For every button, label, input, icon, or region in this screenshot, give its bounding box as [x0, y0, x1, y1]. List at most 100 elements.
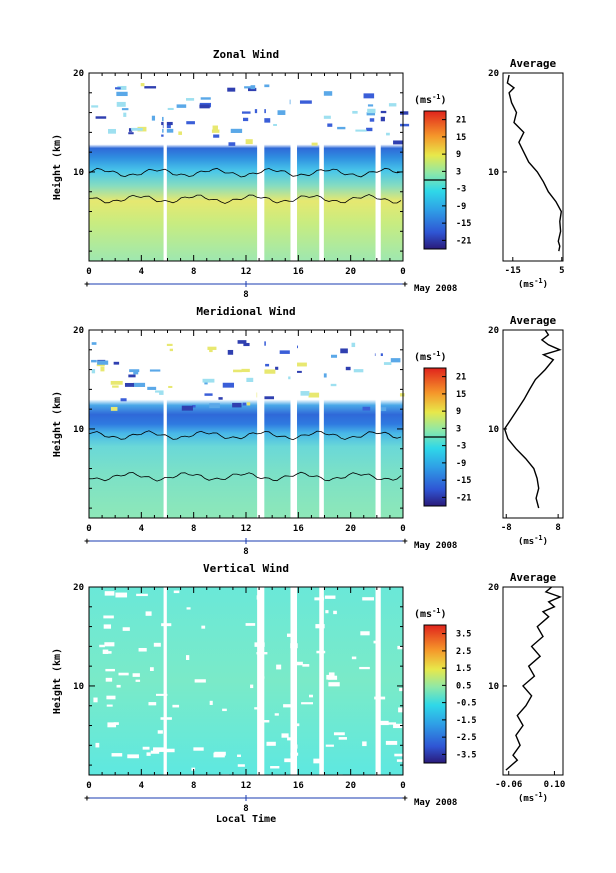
- heatmap-cell: [202, 378, 215, 383]
- x-tick-label: 0: [400, 267, 405, 277]
- heatmap-cell: [148, 702, 157, 706]
- x-tick-label: 0: [86, 267, 91, 277]
- heatmap-cell: [161, 121, 173, 126]
- profile-units: (ms-1): [518, 534, 548, 547]
- x-tick-label: 0: [86, 781, 91, 791]
- heatmap-cell: [227, 87, 236, 92]
- date-axis-marker-right: +: [402, 794, 408, 804]
- colorbar-tick-label: -0.5: [456, 699, 476, 709]
- colorbar-tick-label: -2.5: [456, 733, 476, 743]
- colorbar-tick-label: -21: [456, 236, 471, 246]
- heatmap-cell: [241, 111, 251, 114]
- heatmap-cell: [366, 112, 376, 116]
- heatmap-cell: [166, 748, 175, 753]
- units-open: (ms: [414, 95, 432, 106]
- y-tick-label: 20: [73, 583, 84, 593]
- heatmap-cell: [96, 363, 105, 367]
- profile-y-tick-label: 20: [488, 326, 499, 336]
- heatmap-cell: [131, 127, 143, 131]
- heatmap-cell: [322, 115, 331, 119]
- heatmap-cell: [338, 774, 343, 779]
- x-tick-label: 16: [293, 524, 304, 534]
- heatmap-cell: [264, 369, 276, 374]
- units-exp: -1: [534, 277, 542, 285]
- y-axis-label: Height (km): [51, 134, 63, 200]
- heatmap-cell: [274, 713, 279, 716]
- data-gap: [163, 330, 167, 518]
- profile-line: [505, 586, 563, 771]
- units-open: (ms: [414, 352, 432, 363]
- y-tick-label: 20: [73, 69, 84, 79]
- heatmap-cell: [135, 679, 141, 682]
- heatmap-cell: [207, 346, 217, 350]
- x-tick-label: 12: [241, 781, 252, 791]
- heatmap-cell: [355, 129, 367, 132]
- heatmap-cell: [254, 707, 260, 710]
- heatmap-cell: [149, 667, 154, 672]
- x-tick-label: 20: [345, 524, 356, 534]
- heatmap-cell: [276, 664, 282, 670]
- colorbar-tick-label: -1.5: [456, 716, 476, 726]
- date-label: May 2008: [414, 798, 457, 808]
- profile-y-tick-label: 10: [488, 682, 499, 692]
- heatmap-cell: [311, 142, 318, 146]
- colorbar-tick-label: -3.5: [456, 750, 476, 760]
- x-tick-label: 16: [293, 781, 304, 791]
- colorbar-tick-label: 3: [456, 424, 461, 434]
- profile-y-tick-label: 20: [488, 583, 499, 593]
- date-axis-marker-right: +: [402, 280, 408, 290]
- profile-frame: [502, 329, 564, 519]
- heatmap-cell: [116, 101, 126, 107]
- heatmap-cell: [325, 744, 334, 747]
- colorbar-tick-label: 15: [456, 133, 466, 143]
- date-label: May 2008: [414, 284, 457, 294]
- heatmap-cell: [264, 396, 275, 400]
- heatmap-cell: [117, 85, 127, 90]
- heatmap-field: [89, 330, 403, 518]
- heatmap-cell: [105, 668, 115, 672]
- heatmap-cell: [338, 737, 347, 740]
- heatmap-cell: [325, 610, 329, 614]
- heatmap-cell: [399, 393, 405, 397]
- colorbar-tick-label: -21: [456, 493, 471, 503]
- heatmap-cell: [287, 737, 292, 741]
- heatmap-cell: [118, 672, 129, 676]
- date-axis-marker-left: +: [84, 280, 90, 290]
- panel-meridional-wind: Meridional Wind 0 4 8 12 16 20 0 10 20 Height (km)…: [51, 305, 564, 557]
- heatmap-cell: [112, 385, 119, 388]
- heatmap-cell: [379, 407, 387, 412]
- data-gap: [319, 330, 324, 518]
- heatmap-cell: [200, 97, 211, 100]
- heatmap-cell: [246, 402, 251, 406]
- heatmap-field: [89, 73, 403, 261]
- units-open: (ms: [414, 609, 432, 620]
- data-gap: [319, 587, 324, 775]
- units-close: ): [441, 95, 447, 106]
- heatmap-cell: [211, 129, 220, 133]
- heatmap-cell: [192, 405, 196, 408]
- contour-line: [88, 194, 402, 204]
- heatmap-cell: [366, 127, 373, 132]
- heatmap-cell: [108, 128, 117, 134]
- panel-vertical-wind: Vertical Wind 0 4 8 12 16 20 0 10 20 Height (km) + +…: [51, 562, 565, 814]
- heatmap-cell: [283, 704, 292, 708]
- heatmap-cell: [153, 747, 165, 752]
- heatmap-cell: [393, 723, 403, 729]
- heatmap-cell: [227, 349, 234, 355]
- heatmap-cell: [147, 386, 157, 390]
- data-gap: [319, 73, 324, 261]
- heatmap-cell: [328, 682, 340, 687]
- heatmap-cell: [277, 110, 286, 115]
- heatmap-cell: [218, 397, 223, 400]
- heatmap-cell: [97, 360, 109, 365]
- heatmap-cell: [333, 732, 345, 736]
- heatmap-cell: [185, 98, 195, 101]
- heatmap-cell: [144, 86, 157, 89]
- heatmap-cell: [360, 631, 370, 636]
- y-tick-label: 20: [73, 326, 84, 336]
- colorbar-tick-label: 2.5: [456, 647, 471, 657]
- heatmap-cell: [296, 362, 307, 367]
- y-tick-label: 10: [73, 682, 84, 692]
- heatmap-cell: [333, 610, 337, 615]
- heatmap-cell: [352, 110, 358, 114]
